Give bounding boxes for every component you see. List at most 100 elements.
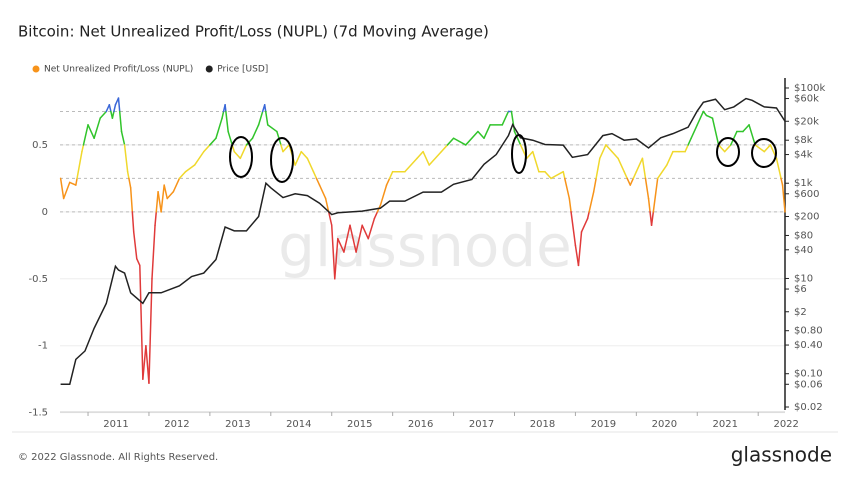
nupl-segment: [586, 211, 590, 220]
footer: © 2022 Glassnode. All Rights Reserved.: [18, 452, 218, 463]
nupl-segment: [203, 144, 211, 153]
nupl-segment: [113, 104, 117, 113]
nupl-segment: [184, 164, 196, 173]
nupl-segment: [525, 150, 534, 160]
nupl-segment: [644, 177, 650, 200]
nupl-segment: [93, 117, 101, 139]
nupl-segment: [717, 144, 726, 153]
y2-tick-label: $600: [794, 189, 819, 200]
nupl-segment: [477, 130, 485, 139]
nupl-segment: [605, 144, 613, 153]
nupl-segment: [81, 144, 85, 153]
nupl-segment: [635, 157, 644, 173]
nupl-segment: [76, 150, 83, 180]
y2-tick-label: $40: [794, 245, 813, 256]
plot: -1.5 -1 -0.5 0 0.5 $0.02 $0.06$0.10 $0.40 $0.80 $…: [28, 65, 825, 431]
nupl-segment: [650, 211, 655, 227]
y2-tick-label: $0.80: [794, 326, 823, 337]
y2-tick-label: $1k: [794, 178, 813, 189]
nupl-segment: [705, 114, 714, 119]
nupl-segment: [251, 124, 260, 139]
x-tick-label: 2012: [164, 419, 189, 430]
nupl-segment: [245, 137, 254, 146]
nupl-segment: [599, 144, 607, 160]
highlight-ellipse: [751, 138, 777, 168]
nupl-segment: [355, 224, 363, 253]
nupl-segment: [163, 184, 168, 200]
nupl-segment: [690, 124, 699, 139]
y2-tick-label: $6: [794, 284, 807, 295]
nupl-segment: [465, 130, 479, 146]
nupl-segment: [117, 97, 121, 113]
nupl-segment: [62, 181, 71, 200]
nupl-segment: [711, 117, 720, 146]
nupl-segment: [763, 144, 772, 153]
x-tick-label: 2014: [286, 419, 311, 430]
nupl-segment: [629, 177, 635, 186]
price-line: [60, 97, 786, 386]
y-tick-label: -1.5: [28, 408, 48, 419]
nupl-segment: [574, 244, 580, 267]
nupl-segment: [532, 150, 540, 173]
highlight-ellipse: [716, 137, 740, 167]
nupl-segment: [361, 224, 370, 240]
nupl-segment: [129, 187, 134, 213]
nupl-segment: [617, 157, 625, 173]
nupl-segment: [513, 130, 522, 146]
x-tick-label: 2019: [591, 419, 616, 430]
nupl-segment: [564, 177, 571, 200]
y2-tick-label: $0.06: [794, 379, 823, 390]
nupl-segment: [148, 278, 153, 384]
nupl-segment: [626, 177, 632, 186]
nupl-segment: [742, 124, 750, 133]
nupl-segment: [367, 217, 376, 240]
nupl-segment: [337, 237, 345, 253]
nupl-segment: [334, 237, 339, 280]
nupl-segment: [280, 144, 284, 153]
legend-swatch: [205, 65, 213, 73]
nupl-segment: [142, 344, 147, 380]
nupl-segment: [324, 197, 330, 213]
nupl-segment: [568, 197, 572, 213]
nupl-segment: [215, 117, 223, 139]
y2-tick-label: $80: [794, 230, 813, 241]
nupl-segment: [239, 144, 248, 160]
nupl-segment: [330, 224, 336, 280]
y2-tick-label: $10: [794, 273, 813, 284]
y2-tick-label: $0.40: [794, 340, 823, 351]
y2-tick-label: $100k: [794, 83, 825, 94]
x-tick-label: 2017: [469, 419, 494, 430]
highlight-ellipse: [229, 136, 253, 178]
nupl-segment: [775, 157, 782, 180]
legend-label: Price [USD]: [217, 65, 268, 75]
nupl-segment: [178, 170, 187, 180]
nupl-segment: [632, 170, 638, 180]
annotations: [229, 134, 777, 183]
nupl-segment: [349, 224, 357, 253]
nupl-segment: [483, 124, 491, 139]
x-tick-label: 2013: [225, 419, 250, 430]
chart-title: Bitcoin: Net Unrealized Profit/Loss (NUP…: [18, 23, 489, 41]
nupl-segment: [257, 110, 264, 126]
nupl-segment: [428, 150, 443, 166]
nupl-segment: [193, 150, 205, 166]
nupl-segment: [343, 224, 351, 253]
nupl-segment: [385, 177, 391, 186]
y2-tick-label: $60k: [794, 94, 819, 105]
nupl-segment: [422, 150, 430, 166]
nupl-segment: [118, 110, 123, 133]
nupl-segment: [440, 144, 449, 153]
nupl-segment: [126, 170, 130, 180]
nupl-segment: [233, 150, 242, 160]
nupl-segment: [123, 144, 129, 173]
x-tick-label: 2018: [530, 419, 555, 430]
nupl-segment: [748, 124, 756, 146]
nupl-segment: [652, 177, 659, 213]
nupl-segment: [318, 184, 327, 200]
nupl-segment: [82, 124, 89, 146]
y2-tick-label: $2: [794, 307, 807, 318]
nupl-segment: [687, 137, 692, 146]
nupl-segment: [684, 144, 689, 153]
nupl-segment: [132, 231, 138, 260]
nupl-segment: [388, 170, 394, 180]
